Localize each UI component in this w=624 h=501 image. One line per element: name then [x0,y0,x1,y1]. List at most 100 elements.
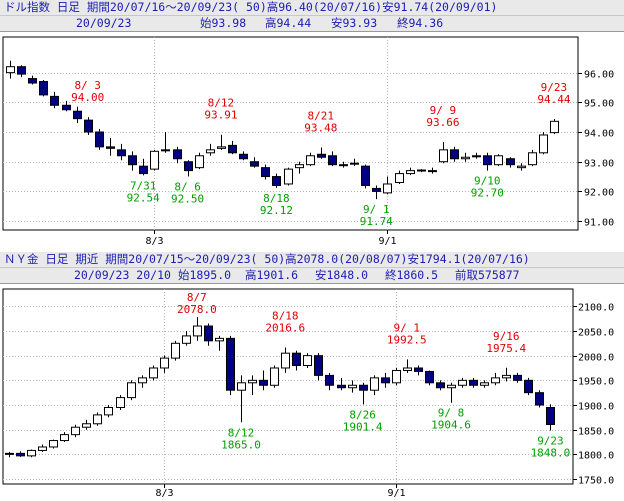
candle [303,353,312,368]
y-tick-label: 96.00 [584,70,614,81]
x-tick-label: 9/1 [387,488,405,499]
candle-body-up [403,367,412,371]
candle [27,449,36,458]
panel1-info-bar: 20/09/23 始93.98 高94.44 安93.93 終94.36 [0,16,624,32]
candle [217,134,226,150]
candle [117,143,126,161]
candle-body-up [27,449,36,457]
candle-body-up [193,325,202,337]
candle-body-down [139,165,148,175]
candle [39,80,48,97]
candle [284,167,293,186]
low-annotation: 8/12 [228,426,255,439]
candle [226,335,235,396]
x-tick-label: 9/1 [378,236,396,247]
panel1-title: ドル指数 日足 期間20/07/16～20/09/23( 50)高96.40(2… [4,0,498,14]
candle-body-down [513,374,522,381]
candle-body-down [337,384,346,389]
candle-body-up [138,377,147,384]
candle [425,370,434,386]
candle-body-up [5,452,14,455]
high-annotation: 8/12 [208,97,235,110]
high-annotation: 2016.6 [265,321,305,334]
candle-body-down [317,153,326,158]
candle-body-down [184,161,193,172]
candle [73,106,82,124]
ny-gold-chart: 2100.0 2050.0 2000.0 1950.0 1900.0 1850.0 1800… [2,288,614,499]
y-tick-label: 1800.0 [578,451,614,462]
candle-body-down [50,95,59,106]
candle [270,365,279,388]
candle [414,365,423,376]
candle [483,152,492,171]
candle [127,380,136,401]
candle [381,372,390,388]
candle [28,75,37,85]
candle [494,154,503,167]
y-tick-label: 95.00 [584,99,614,110]
candle-body-up [60,434,69,442]
low-annotation: 8/26 [349,408,376,421]
high-annotation: 93.91 [204,109,237,122]
candle-body-up [237,382,246,391]
panel2-date: 20/09/23 20/10 [74,268,171,282]
candle [436,380,445,391]
low-annotation: 1904.6 [431,419,471,432]
candle-body-up [439,149,448,163]
candle [106,137,115,156]
candle-body-down [73,110,82,120]
candle-body-up [206,149,215,154]
candle-body-up [150,150,159,170]
candle-body-down [524,379,533,394]
candle-body-down [325,374,334,386]
candle-body-up [528,152,537,166]
candle [372,185,381,200]
candle-body-up [494,155,503,166]
low-annotation: 9/ 8 [438,407,465,420]
panel1-high: 高94.44 [265,16,312,30]
candle [5,451,14,458]
candle [16,451,25,457]
candle [184,160,193,177]
candle-body-down [450,149,459,160]
candle-body-up [284,168,293,185]
candle-body-down [361,165,370,186]
candle-body-up [350,162,359,165]
candle [138,375,147,388]
candle [6,60,15,79]
y-tick-label: 92.00 [584,188,614,199]
candle-body-down [359,384,368,391]
panel2-open: 始1895.0 [178,268,232,282]
candle-body-down [173,149,182,160]
candle-body-down [228,144,237,154]
y-tick-label: 94.00 [584,129,614,140]
candle [395,170,404,184]
candle [250,157,259,168]
candle [281,347,290,373]
candle [261,164,270,180]
high-annotation: 9/16 [493,330,520,343]
candle-body-down [226,337,235,391]
candle [370,375,379,396]
candle [84,117,93,135]
candle-body-up [116,397,125,408]
panel2-high: 高1901.6 [245,268,299,282]
candle-body-down [469,379,478,386]
candle-body-down [117,149,126,157]
candle [447,382,456,403]
candle [535,390,544,408]
high-annotation: 93.66 [426,116,459,129]
candle [206,143,215,156]
candle [337,377,346,391]
candle [17,65,26,78]
candle-body-up [281,352,290,369]
high-annotation: 8/21 [308,109,335,122]
candle-body-up [383,183,392,194]
y-tick-label: 2100.0 [578,303,614,314]
candle-body-down [204,325,213,342]
candle [428,167,437,174]
panel1-open: 始93.98 [200,16,247,30]
candle [392,367,401,386]
candle [116,395,125,410]
low-annotation: 91.74 [360,215,393,228]
